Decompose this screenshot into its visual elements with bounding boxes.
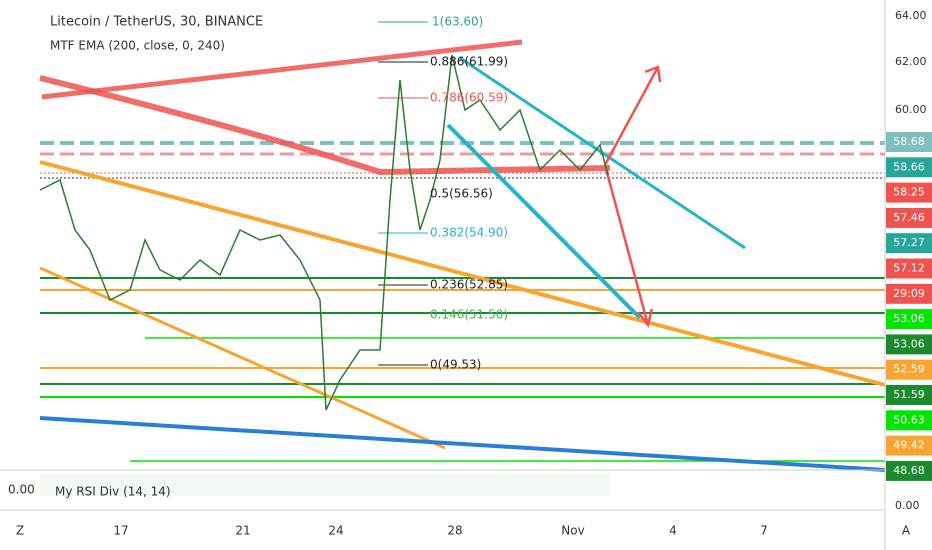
- price-tag: [886, 410, 932, 431]
- fib-label: 1(63.60): [432, 15, 483, 29]
- rsi-right-value: 0.00: [895, 499, 920, 512]
- fib-label: 0.146(51.50): [430, 308, 508, 322]
- price-tag: [886, 207, 932, 228]
- price-tag: [886, 334, 932, 355]
- time-label: 7: [760, 524, 768, 538]
- drawings: [39, 21, 886, 472]
- price-tag-text: 57.12: [893, 262, 925, 275]
- price-tag-text: 57.27: [893, 236, 925, 249]
- price-tag: [886, 157, 932, 178]
- fib-label: 0.886(61.99): [430, 55, 508, 69]
- price-tag-text: 49.42: [893, 439, 925, 452]
- price-tag-text: 51.59: [893, 388, 925, 401]
- price-tag-text: 57.46: [893, 211, 925, 224]
- fib-label: 0.236(52.85): [430, 278, 508, 292]
- time-label: 28: [447, 524, 462, 538]
- price-tag: [886, 359, 932, 380]
- fib-label: 0.786(60.59): [430, 91, 508, 105]
- fib-label: 0.5(56.56): [430, 187, 493, 201]
- button[interactable]: Z: [16, 524, 24, 538]
- price-tick: 60.00: [895, 103, 927, 116]
- time-label: Nov: [561, 524, 584, 538]
- price-tag: [886, 385, 932, 405]
- price-tag-text: 58.66: [893, 160, 925, 173]
- rsi-label: My RSI Div (14, 14): [55, 485, 171, 499]
- price-tag: [886, 283, 932, 304]
- price-tag-text: 53.06: [893, 312, 925, 325]
- rsi-left-value: 0.00: [8, 483, 35, 497]
- fib-label: 0(49.53): [430, 358, 481, 372]
- time-label: 4: [669, 524, 677, 538]
- price-tag: [886, 258, 932, 279]
- button[interactable]: A: [902, 524, 911, 538]
- price-tag: [886, 182, 932, 203]
- indicator-label: MTF EMA (200, close, 0, 240): [50, 39, 225, 53]
- price-tag-text: 52.59: [893, 363, 925, 376]
- time-label: 24: [328, 524, 343, 538]
- price-tag: [886, 309, 932, 330]
- time-label: 21: [235, 524, 250, 538]
- price-tag-text: 29:09: [893, 287, 925, 300]
- rsi-area: [40, 474, 610, 496]
- price-tag-text: 50.63: [893, 413, 925, 426]
- symbol-title: Litecoin / TetherUS, 30, BINANCE: [50, 15, 263, 30]
- price-tick: 64.00: [895, 9, 927, 22]
- price-tick: 62.00: [895, 55, 927, 68]
- price-tag-text: 48.68: [893, 464, 925, 477]
- time-label: 17: [113, 524, 128, 538]
- price-tag: [886, 435, 932, 456]
- fib-label: 0.382(54.90): [430, 226, 508, 240]
- price-tag-text: 58.25: [893, 186, 925, 199]
- price-tag: [886, 460, 932, 481]
- price-tag: [886, 132, 932, 152]
- price-tag-text: 53.06: [893, 337, 925, 350]
- price-tag: [886, 233, 932, 254]
- price-tag-text: 58.68: [893, 135, 925, 148]
